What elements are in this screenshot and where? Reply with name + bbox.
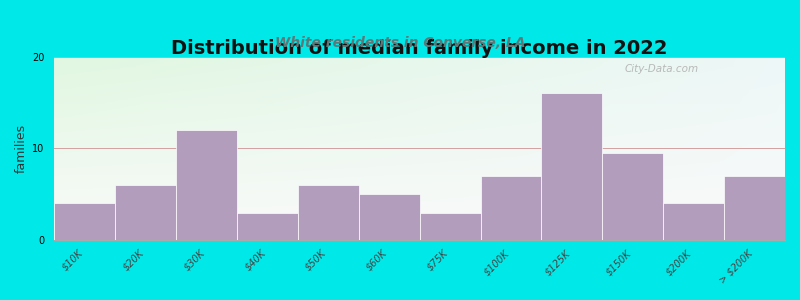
Bar [542, 94, 602, 240]
Y-axis label: families: families [15, 124, 28, 173]
Bar [176, 130, 237, 240]
Bar [663, 203, 724, 240]
Bar [54, 203, 115, 240]
Bar [358, 194, 420, 240]
Bar [602, 153, 663, 240]
Bar [724, 176, 785, 240]
Text: City-Data.com: City-Data.com [624, 64, 698, 74]
Bar [298, 185, 358, 240]
Bar [115, 185, 176, 240]
Title: Distribution of median family income in 2022: Distribution of median family income in … [171, 39, 668, 58]
Bar [481, 176, 542, 240]
Text: White residents in Converse, LA: White residents in Converse, LA [274, 36, 526, 50]
Bar [420, 213, 481, 240]
Bar [237, 213, 298, 240]
